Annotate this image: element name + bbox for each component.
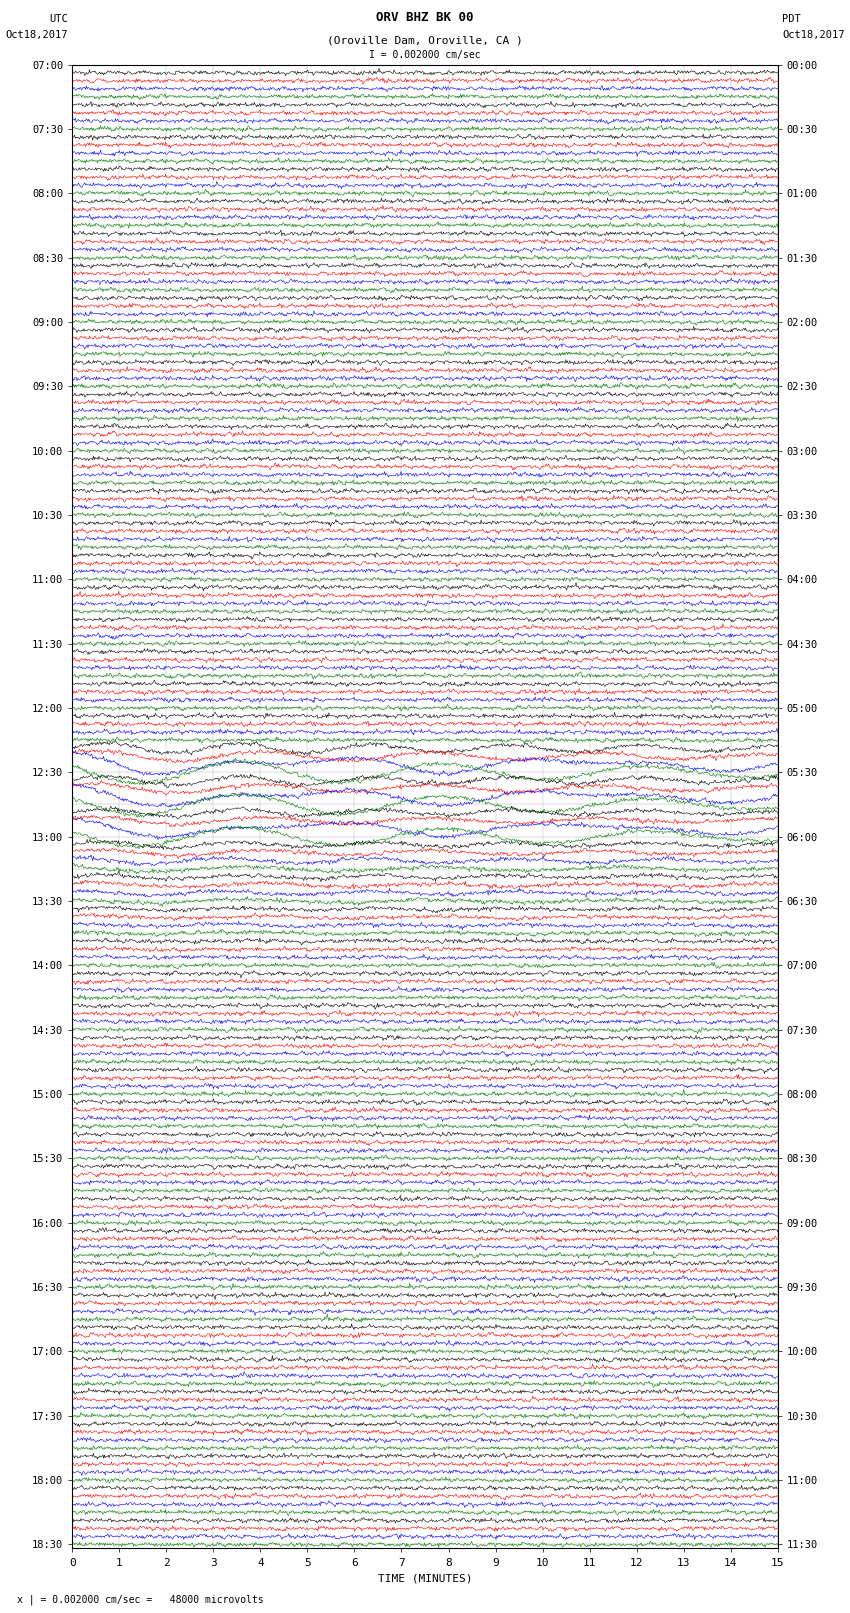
Text: PDT: PDT bbox=[782, 15, 801, 24]
Text: I = 0.002000 cm/sec: I = 0.002000 cm/sec bbox=[369, 50, 481, 60]
Text: UTC: UTC bbox=[49, 15, 68, 24]
Text: Oct18,2017: Oct18,2017 bbox=[782, 31, 845, 40]
Text: (Oroville Dam, Oroville, CA ): (Oroville Dam, Oroville, CA ) bbox=[327, 35, 523, 45]
Text: Oct18,2017: Oct18,2017 bbox=[5, 31, 68, 40]
Text: x | = 0.002000 cm/sec =   48000 microvolts: x | = 0.002000 cm/sec = 48000 microvolts bbox=[17, 1594, 264, 1605]
X-axis label: TIME (MINUTES): TIME (MINUTES) bbox=[377, 1573, 473, 1582]
Text: ORV BHZ BK 00: ORV BHZ BK 00 bbox=[377, 11, 473, 24]
